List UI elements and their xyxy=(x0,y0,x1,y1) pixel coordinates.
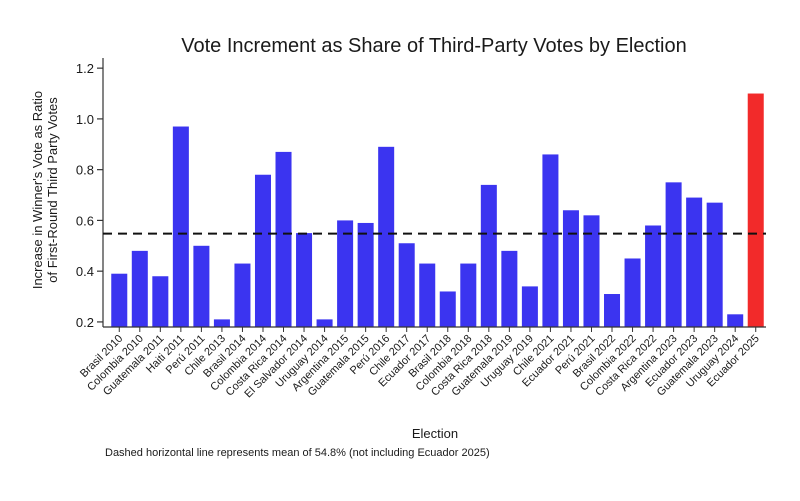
y-tick-label: 0.4 xyxy=(76,264,94,279)
x-axis-label: Election xyxy=(412,426,458,441)
y-tick-label: 0.2 xyxy=(76,315,94,330)
bar xyxy=(275,151,292,327)
bar xyxy=(111,273,128,327)
y-tick-label: 0.8 xyxy=(76,163,94,178)
bar xyxy=(480,184,497,327)
bar xyxy=(747,93,764,327)
bar xyxy=(727,314,744,327)
bar xyxy=(398,243,415,327)
bar xyxy=(254,174,271,327)
y-tick-label: 0.6 xyxy=(76,213,94,228)
y-axis: 0.2 0.4 0.6 0.8 1.0 1.2 xyxy=(76,58,104,330)
bar xyxy=(337,220,354,327)
y-axis-label-line2: of First-Round Third Party Votes xyxy=(45,97,60,283)
bar xyxy=(583,215,600,327)
bar xyxy=(172,126,189,328)
bar xyxy=(521,286,538,327)
bar xyxy=(357,222,374,327)
bar xyxy=(604,294,621,327)
y-axis-label-line1: Increase in Winner's Vote as Ratio xyxy=(30,91,45,289)
bar xyxy=(665,182,682,327)
bar xyxy=(131,250,148,327)
bar xyxy=(419,263,436,327)
bar xyxy=(378,146,395,327)
bar xyxy=(645,225,662,327)
y-tick-label: 1.0 xyxy=(76,112,94,127)
bar xyxy=(706,202,723,327)
chart-title: Vote Increment as Share of Third-Party V… xyxy=(181,35,686,57)
bar xyxy=(296,233,313,327)
y-tick-label: 1.2 xyxy=(76,61,94,76)
bar xyxy=(316,319,333,327)
bar xyxy=(193,245,210,327)
bar xyxy=(686,197,703,327)
bar xyxy=(624,258,641,327)
bar xyxy=(501,250,518,327)
footnote: Dashed horizontal line represents mean o… xyxy=(105,447,490,459)
bar xyxy=(234,263,251,327)
bars xyxy=(111,93,764,328)
bar xyxy=(152,276,169,327)
bar xyxy=(439,291,456,327)
bar xyxy=(542,154,559,327)
bar xyxy=(562,210,579,327)
bar xyxy=(460,263,477,327)
bar xyxy=(213,319,230,327)
